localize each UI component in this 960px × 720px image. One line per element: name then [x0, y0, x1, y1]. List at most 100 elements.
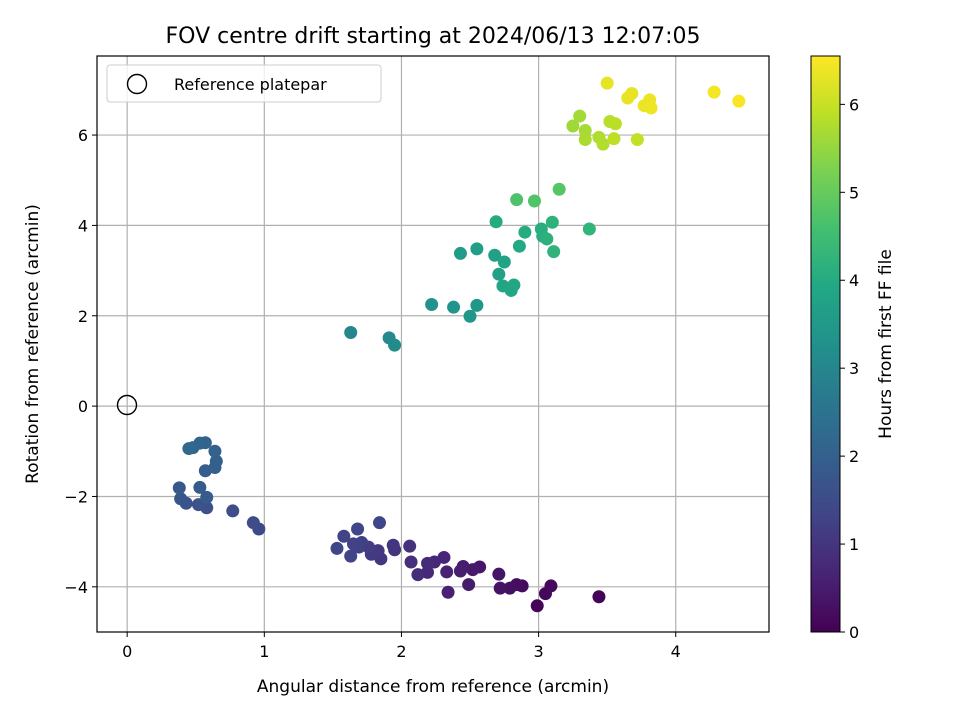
colorbar-tick-label: 5 — [849, 183, 859, 202]
scatter-point — [507, 278, 521, 292]
x-tick-label: 3 — [534, 642, 544, 661]
scatter-point — [440, 565, 454, 579]
y-axis-ticks: −4 −2 0 2 4 6 — [64, 126, 97, 597]
scatter-point — [411, 568, 425, 582]
scatter-point — [707, 85, 721, 99]
scatter-point — [512, 239, 526, 253]
scatter-point — [226, 504, 240, 518]
scatter-point — [330, 541, 344, 555]
scatter-point — [503, 581, 517, 595]
scatter-point — [209, 454, 223, 468]
x-tick-label: 2 — [396, 642, 406, 661]
scatter-point — [208, 444, 222, 458]
y-tick-label: 4 — [78, 216, 88, 235]
scatter-point — [386, 538, 400, 552]
scatter-point — [441, 585, 455, 599]
scatter-point — [518, 225, 532, 239]
scatter-point — [540, 232, 554, 246]
scatter-point — [470, 298, 484, 312]
scatter-point — [625, 86, 639, 100]
scatter-point — [447, 300, 461, 314]
x-tick-label: 1 — [259, 642, 269, 661]
scatter-point — [462, 578, 476, 592]
legend: Reference platepar — [106, 64, 382, 103]
colorbar-tick-label: 3 — [849, 359, 859, 378]
scatter-point — [592, 590, 606, 604]
colorbar — [810, 55, 841, 633]
x-tick-label: 0 — [122, 642, 132, 661]
scatter-point — [193, 480, 207, 494]
scatter-point — [732, 94, 746, 108]
scatter-point — [530, 599, 544, 613]
scatter-point — [425, 297, 439, 311]
scatter-point — [493, 581, 507, 595]
scatter-point — [403, 539, 417, 553]
y-axis-label: Rotation from reference (arcmin) — [23, 204, 43, 484]
scatter-point — [544, 579, 558, 593]
legend-marker — [126, 73, 148, 95]
scatter-point — [582, 222, 596, 236]
scatter-point — [174, 492, 188, 506]
scatter-point — [344, 549, 358, 563]
scatter-point — [470, 242, 484, 256]
scatter-point — [373, 516, 387, 530]
scatter-point — [607, 132, 621, 146]
scatter-point — [200, 490, 214, 504]
scatter-point — [421, 556, 435, 570]
y-tick-label: 2 — [78, 307, 88, 326]
scatter-point — [547, 245, 561, 259]
scatter-point — [578, 133, 592, 147]
x-tick-label: 4 — [671, 642, 681, 661]
scatter-point — [492, 567, 506, 581]
scatter-point — [351, 522, 365, 536]
scatter-point — [510, 193, 524, 207]
scatter-point — [630, 133, 644, 147]
scatter-point — [337, 529, 351, 543]
y-tick-label: 0 — [78, 397, 88, 416]
scatter-point — [404, 555, 418, 569]
plot-area-frame — [96, 55, 770, 633]
colorbar-tick-label: 2 — [849, 447, 859, 466]
scatter-point — [182, 442, 196, 456]
scatter-point — [497, 255, 511, 269]
scatter-point — [344, 325, 358, 339]
scatter-point — [596, 137, 610, 151]
scatter-point — [573, 109, 587, 123]
legend-box — [106, 64, 382, 103]
scatter-point — [463, 309, 477, 323]
colorbar-label: Hours from first FF file — [876, 249, 896, 439]
scatter-point — [644, 101, 658, 115]
chart-title: FOV centre drift starting at 2024/06/13 … — [166, 24, 701, 49]
scatter-point — [453, 564, 467, 578]
colorbar-tick-label: 0 — [849, 623, 859, 642]
scatter-point — [578, 124, 592, 138]
x-axis-ticks: 0 1 2 3 4 — [122, 632, 681, 661]
scatter-point — [246, 516, 260, 530]
scatter-points — [172, 76, 746, 613]
y-tick-label: −2 — [64, 487, 88, 506]
scatter-point — [608, 117, 622, 131]
scatter-point — [552, 182, 566, 196]
scatter-point — [488, 248, 502, 262]
scatter-point — [600, 76, 614, 90]
scatter-point — [388, 338, 402, 352]
grid-lines — [97, 56, 769, 632]
reference-point-marker — [116, 394, 138, 416]
scatter-point — [566, 119, 580, 133]
colorbar-tick-label: 6 — [849, 95, 859, 114]
legend-label: Reference platepar — [174, 75, 327, 94]
scatter-point — [492, 267, 506, 281]
scatter-point — [172, 481, 186, 495]
colorbar-ticks: 0 1 2 3 4 5 6 — [840, 95, 859, 642]
y-tick-label: 6 — [78, 126, 88, 145]
colorbar-tick-label: 1 — [849, 535, 859, 554]
x-axis-label: Angular distance from reference (arcmin) — [257, 677, 609, 697]
y-tick-label: −4 — [64, 578, 88, 597]
colorbar-tick-label: 4 — [849, 271, 859, 290]
scatter-point — [489, 215, 503, 229]
scatter-point — [346, 537, 360, 551]
scatter-point — [545, 215, 559, 229]
scatter-point — [527, 194, 541, 208]
scatter-point — [453, 246, 467, 260]
